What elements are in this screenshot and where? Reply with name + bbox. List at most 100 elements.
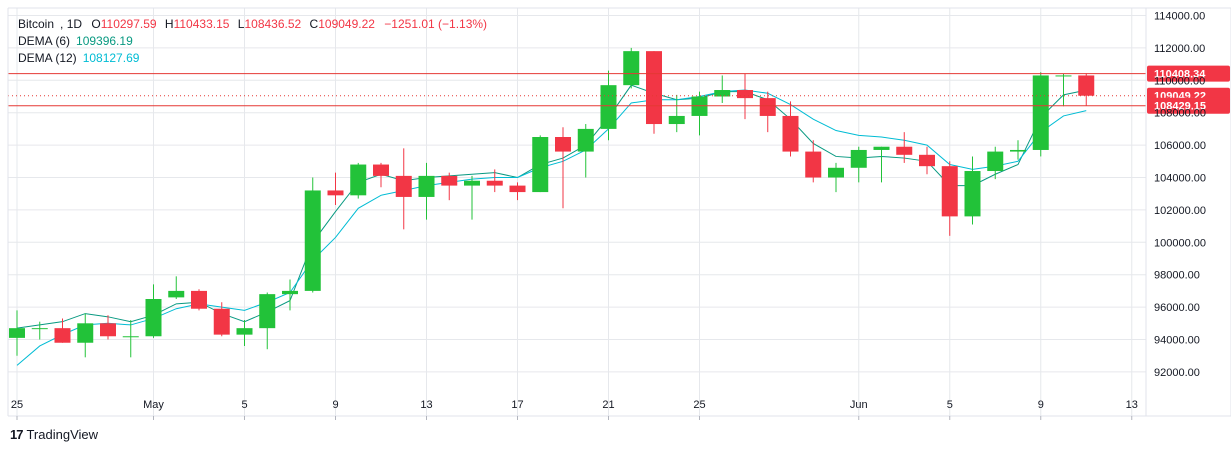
candle-body-down — [555, 137, 571, 152]
open-label: O — [91, 17, 101, 31]
y-tick-label: 106000.00 — [1154, 140, 1206, 152]
low-value: 108436.52 — [244, 17, 302, 31]
price-label-badge — [1147, 97, 1230, 114]
candle-body-up — [145, 299, 162, 337]
candle-body-up — [31, 328, 48, 330]
y-tick-label: 102000.00 — [1154, 205, 1206, 217]
candle-body-up — [964, 171, 981, 217]
candle-body-up — [873, 146, 890, 150]
dema6-row[interactable]: DEMA (6) 109396.19 — [18, 33, 487, 50]
y-tick-label: 108000.00 — [1154, 108, 1206, 120]
y-tick-label: 112000.00 — [1154, 43, 1205, 55]
candle-body-down — [782, 115, 799, 152]
candle-body-down — [646, 51, 662, 125]
candle-body-down — [1078, 75, 1095, 96]
candle-body-up — [577, 128, 594, 152]
price-label-text: 110408.34 — [1154, 69, 1206, 81]
brand-name: TradingView — [26, 427, 99, 442]
tradingview-logo-icon: 17 — [10, 427, 24, 442]
y-tick-label: 100000.00 — [1154, 237, 1206, 249]
price-label-text: 108429.15 — [1154, 101, 1206, 113]
candle-body-up — [850, 149, 867, 168]
candle-body-up — [282, 290, 298, 295]
candle-body-down — [486, 180, 503, 186]
x-tick-label: 21 — [602, 399, 614, 411]
candle-body-down — [896, 146, 913, 155]
candle-body-down — [213, 308, 230, 335]
dema12-row[interactable]: DEMA (12) 108127.69 — [18, 50, 487, 67]
change-value: −1251.01 (−1.13%) — [384, 17, 488, 31]
ohlc-row: Bitcoin, 1D O110297.59 H110433.15 L10843… — [18, 16, 487, 33]
x-tick-label: 25 — [11, 399, 23, 411]
x-tick-label: 9 — [332, 399, 338, 411]
candle-body-up — [168, 290, 185, 298]
candle-body-down — [805, 151, 822, 178]
y-tick-label: 110000.00 — [1154, 75, 1205, 87]
axes: 92000.00 94000.00 96000.00 98000.00 100000.0… — [7, 7, 1231, 420]
x-tick-label: 13 — [1126, 399, 1138, 411]
candle-body-up — [1010, 149, 1026, 152]
x-tick-label: 13 — [420, 399, 432, 411]
dema6-label: DEMA (6) — [18, 34, 71, 48]
candlesticks — [9, 47, 1095, 358]
tradingview-brand[interactable]: 17 TradingView — [10, 427, 98, 442]
candle-body-down — [441, 175, 458, 186]
x-tick-label: 9 — [1038, 399, 1044, 411]
candle-body-up — [1032, 75, 1049, 150]
candle-body-up — [987, 151, 1004, 172]
candle-body-up — [828, 167, 844, 178]
candle-body-down — [191, 290, 207, 309]
candle-body-down — [919, 154, 935, 167]
candle-body-up — [532, 137, 549, 193]
candle-body-down — [395, 175, 412, 197]
x-tick-label: Jun — [850, 399, 868, 411]
candle-body-up — [304, 190, 321, 291]
high-label: H — [164, 17, 174, 31]
dema12-value: 108127.69 — [82, 51, 140, 65]
chart-legend: Bitcoin, 1D O110297.59 H110433.15 L10843… — [18, 16, 487, 67]
y-tick-label: 104000.00 — [1154, 173, 1206, 185]
candle-body-down — [373, 164, 389, 176]
candle-body-up — [464, 180, 480, 186]
candle-body-down — [509, 185, 526, 193]
y-tick-label: 114000.00 — [1154, 11, 1205, 23]
x-tick-label: 5 — [947, 399, 953, 411]
x-tick-label: May — [143, 399, 164, 411]
interval-label[interactable]: 1D — [66, 17, 83, 31]
close-value: 109049.22 — [318, 17, 375, 31]
candle-body-up — [350, 164, 367, 196]
candle-body-up — [418, 175, 435, 197]
open-value: 110297.59 — [100, 17, 157, 31]
dema12-label: DEMA (12) — [18, 51, 77, 65]
dema12-line — [16, 89, 1087, 366]
legend-sep: , — [60, 17, 67, 31]
x-tick-label: 17 — [511, 399, 523, 411]
candle-body-up — [77, 323, 94, 343]
candle-body-down — [941, 166, 958, 217]
candle-body-up — [1055, 75, 1072, 77]
y-tick-label: 92000.00 — [1154, 367, 1200, 379]
high-value: 110433.15 — [173, 17, 230, 31]
grid-lines — [8, 8, 1146, 416]
candle-body-up — [714, 90, 731, 97]
candle-body-up — [259, 294, 276, 329]
candle-body-up — [9, 328, 25, 338]
candle-body-down — [327, 190, 344, 196]
symbol-name[interactable]: Bitcoin — [18, 17, 55, 31]
dema6-value: 109396.19 — [76, 34, 133, 48]
candle-body-up — [236, 328, 253, 335]
candle-body-up — [600, 85, 617, 129]
candle-body-down — [759, 98, 776, 116]
x-tick-label: 5 — [241, 399, 247, 411]
low-label: L — [237, 17, 245, 31]
y-tick-label: 96000.00 — [1154, 302, 1200, 314]
candle-body-down — [54, 328, 71, 343]
candle-body-up — [623, 51, 640, 86]
candle-body-down — [737, 90, 753, 99]
indicator-lines — [16, 84, 1087, 366]
x-tick-label: 25 — [693, 399, 705, 411]
candle-body-up — [122, 336, 139, 338]
close-label: C — [309, 17, 319, 31]
